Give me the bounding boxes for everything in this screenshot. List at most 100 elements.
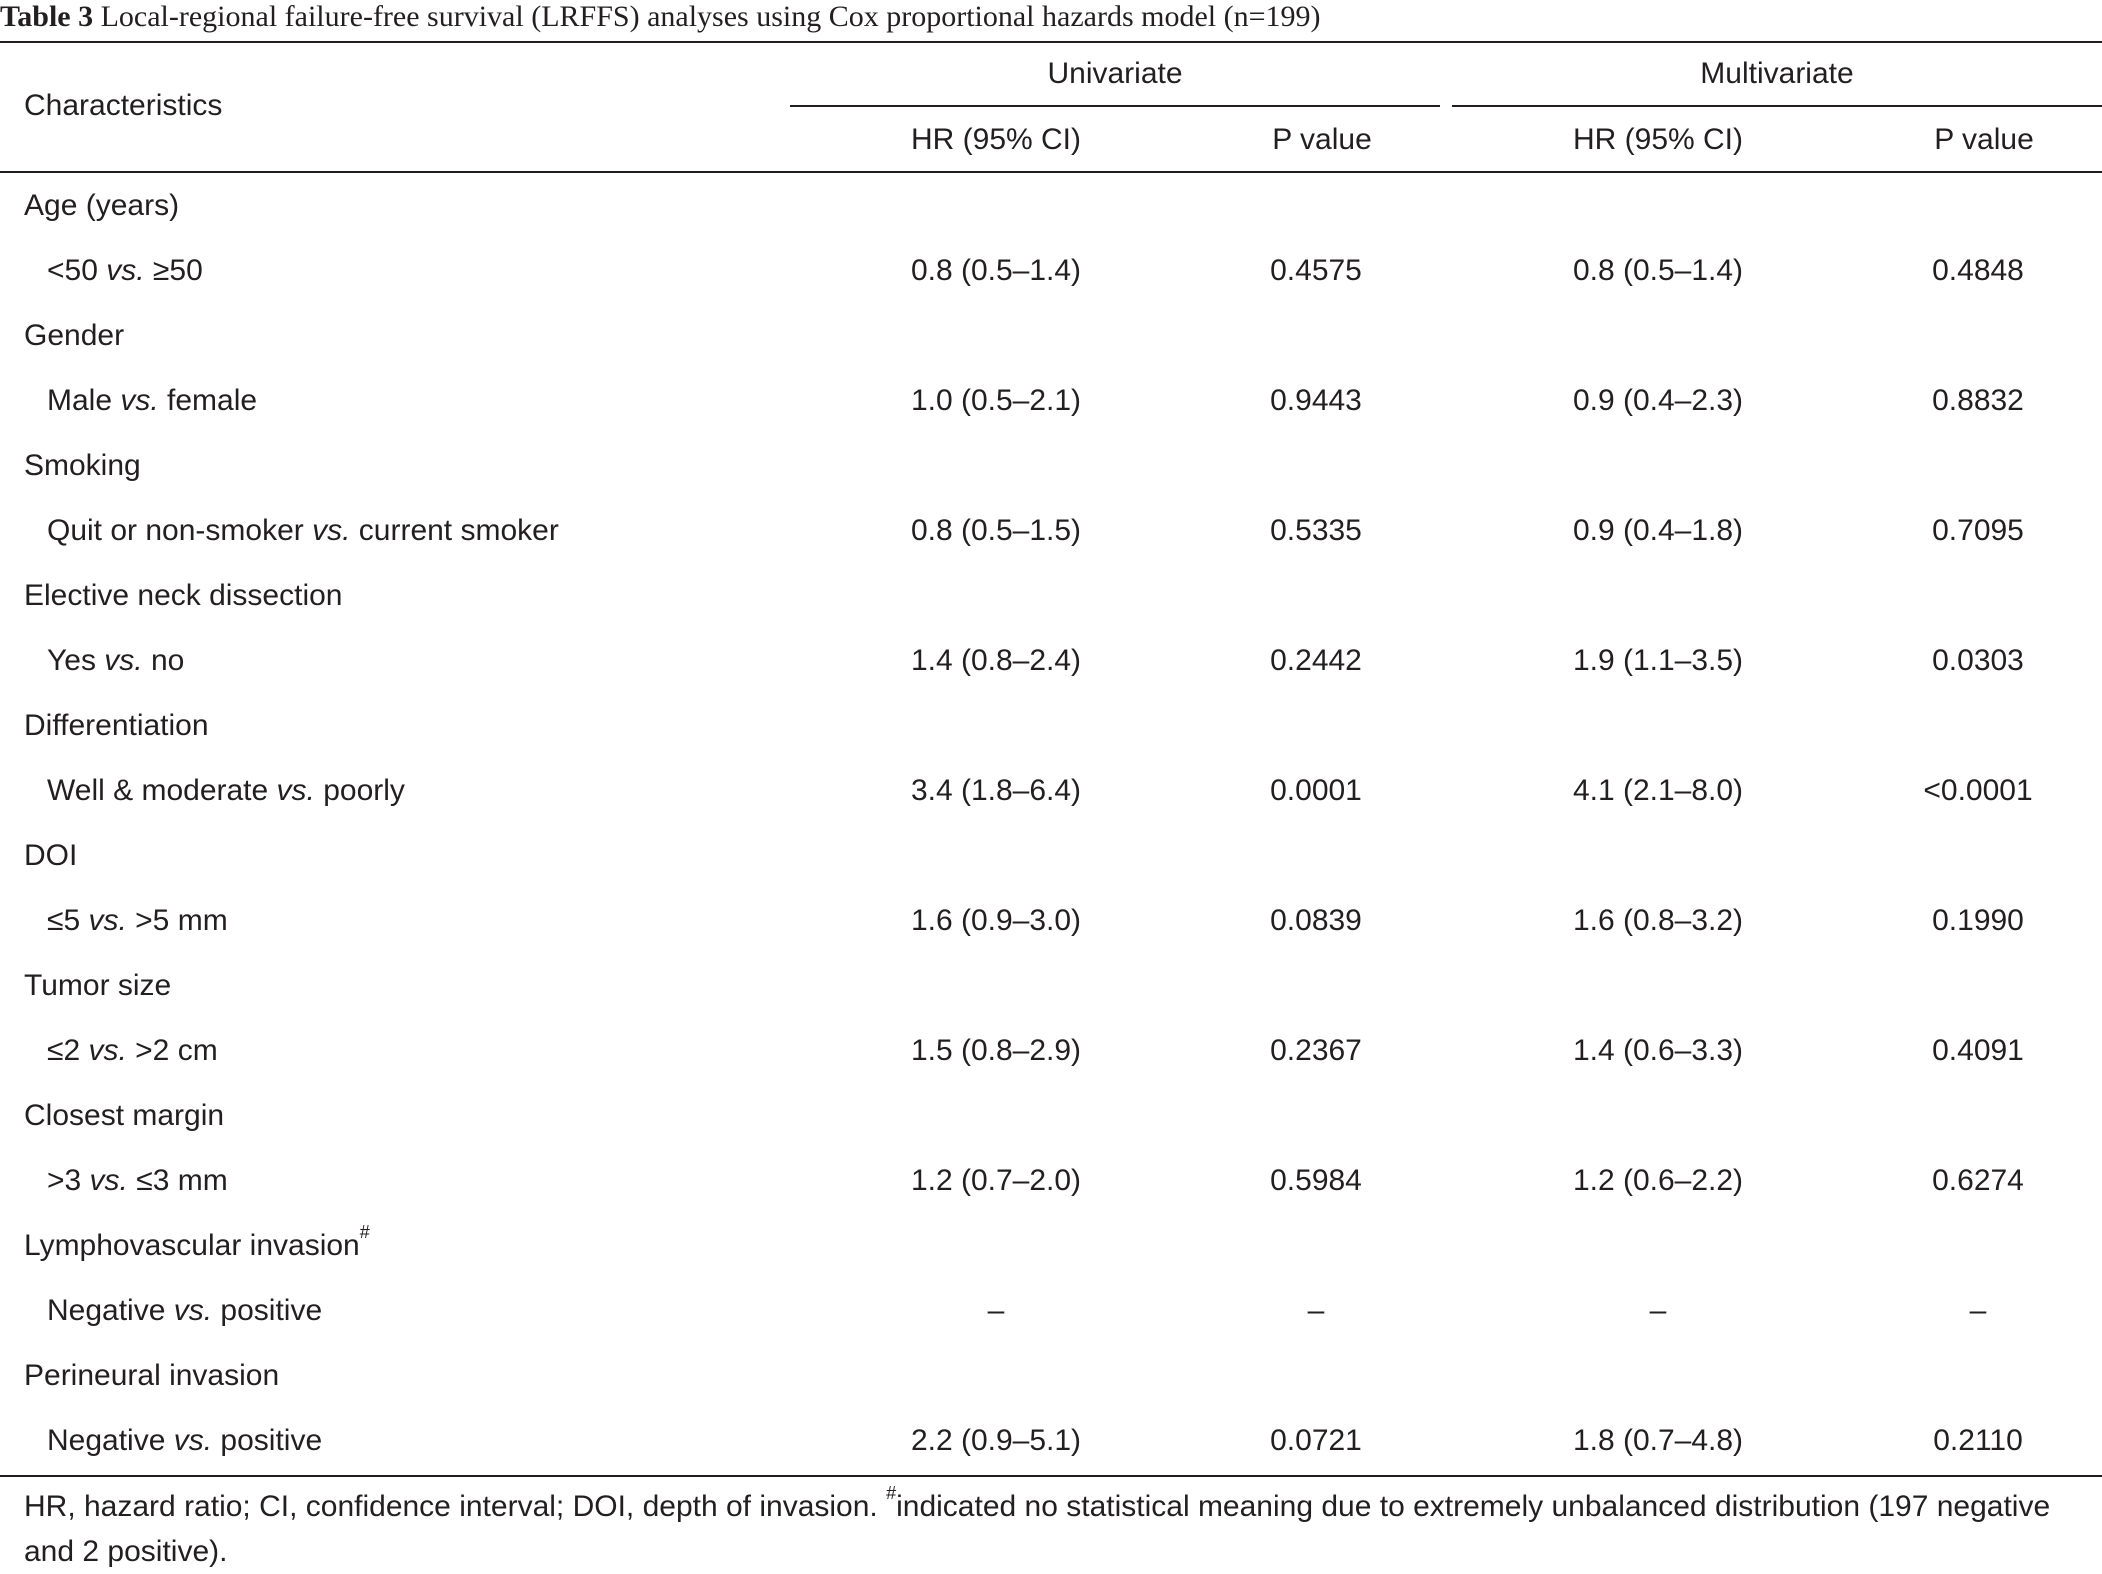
group-label: Elective neck dissection	[24, 563, 343, 628]
group-label: DOI	[24, 823, 77, 888]
comparison-pre: Male	[47, 384, 121, 417]
bottom-rule	[0, 1475, 2102, 1477]
multi-hr-cell: –	[1649, 1294, 1667, 1327]
group-row: Gender	[0, 303, 2102, 368]
table-row: Well & moderate vs. poorly 3.4 (1.8–6.4) 0…	[0, 758, 2102, 823]
comparison-vs: vs.	[89, 1164, 128, 1197]
comparison-pre: Quit or non-smoker	[47, 514, 313, 547]
uni-hr-cell: 1.0 (0.5–2.1)	[910, 384, 1082, 417]
header-univariate: Univariate	[1047, 57, 1183, 90]
group-label-text: DOI	[24, 839, 78, 872]
comparison-post: current smoker	[350, 514, 559, 547]
uni-p-cell: 0.0839	[1270, 904, 1362, 937]
uni-p-cell: 0.2367	[1270, 1034, 1362, 1067]
table-caption: Table 3 Local-regional failure-free surv…	[0, 0, 1321, 40]
group-label-text: Differentiation	[24, 709, 209, 742]
multi-hr-cell: 4.1 (2.1–8.0)	[1572, 774, 1744, 807]
header-rule	[0, 171, 2102, 173]
multi-hr-cell: 1.2 (0.6–2.2)	[1572, 1164, 1744, 1197]
group-label-text: Perineural invasion	[24, 1359, 280, 1392]
group-row: DOI	[0, 823, 2102, 888]
comparison-label: Negative vs. positive	[47, 1278, 322, 1343]
multi-hr-cell: 1.6 (0.8–3.2)	[1572, 904, 1744, 937]
table-row: ≤5 vs. >5 mm 1.6 (0.9–3.0) 0.0839 1.6 (0.8–…	[0, 888, 2102, 953]
uni-hr-cell: 2.2 (0.9–5.1)	[910, 1424, 1082, 1457]
footnote-text-2: indicated no statistical meaning due to …	[24, 1490, 2051, 1568]
group-label: Closest margin	[24, 1083, 224, 1148]
group-row: Tumor size	[0, 953, 2102, 1018]
table-row: >3 vs. ≤3 mm 1.2 (0.7–2.0) 0.5984 1.2 (0.6–…	[0, 1148, 2102, 1213]
group-label: Gender	[24, 303, 124, 368]
comparison-post: female	[158, 384, 258, 417]
comparison-vs: vs.	[312, 514, 351, 547]
multi-p-cell: –	[1969, 1294, 1987, 1327]
comparison-vs: vs.	[173, 1294, 213, 1327]
group-row: Perineural invasion	[0, 1343, 2102, 1408]
comparison-label: Well & moderate vs. poorly	[47, 758, 405, 823]
group-label-text: Tumor size	[24, 969, 172, 1002]
header-uni-hr: HR (95% CI)	[910, 123, 1082, 156]
multi-hr-cell: 1.4 (0.6–3.3)	[1572, 1034, 1744, 1067]
group-label: Perineural invasion	[24, 1343, 279, 1408]
comparison-pre: Negative	[47, 1294, 174, 1327]
group-label: Lymphovascular invasion#	[24, 1213, 370, 1278]
group-row: Differentiation	[0, 693, 2102, 758]
univariate-underline	[790, 105, 1440, 107]
uni-p-cell: 0.5335	[1270, 514, 1362, 547]
comparison-pre: >3	[47, 1164, 90, 1197]
uni-p-cell: 0.0001	[1270, 774, 1362, 807]
group-label: Differentiation	[24, 693, 209, 758]
top-rule	[0, 41, 2102, 43]
comparison-label: Male vs. female	[47, 368, 257, 433]
comparison-label: Negative vs. positive	[47, 1408, 322, 1473]
comparison-vs: vs.	[88, 1034, 127, 1067]
multi-hr-cell: 0.9 (0.4–2.3)	[1572, 384, 1744, 417]
uni-hr-cell: 1.5 (0.8–2.9)	[910, 1034, 1082, 1067]
group-row: Age (years)	[0, 173, 2102, 238]
comparison-pre: Negative	[47, 1424, 174, 1457]
multi-hr-cell: 0.9 (0.4–1.8)	[1572, 514, 1744, 547]
comparison-pre: Well & moderate	[47, 774, 277, 807]
comparison-post: ≥50	[144, 254, 203, 287]
table-row: Quit or non-smoker vs. current smoker 0.8…	[0, 498, 2102, 563]
header-multi-hr: HR (95% CI)	[1572, 123, 1744, 156]
footnote-mark: #	[359, 1222, 370, 1242]
group-label: Tumor size	[24, 953, 171, 1018]
comparison-post: ≤3 mm	[127, 1164, 228, 1197]
comparison-post: positive	[212, 1424, 323, 1457]
uni-hr-cell: 0.8 (0.5–1.5)	[910, 514, 1082, 547]
comparison-label: Yes vs. no	[47, 628, 184, 693]
footnote-mark: #	[886, 1483, 897, 1503]
group-row: Closest margin	[0, 1083, 2102, 1148]
group-label-text: Lymphovascular invasion	[24, 1229, 360, 1262]
comparison-post: positive	[212, 1294, 323, 1327]
comparison-vs: vs.	[104, 644, 143, 677]
comparison-pre: <50	[47, 254, 107, 287]
header-multi-p: P value	[1934, 123, 2034, 156]
group-row: Elective neck dissection	[0, 563, 2102, 628]
uni-p-cell: 0.4575	[1270, 254, 1362, 287]
group-label-text: Age (years)	[24, 189, 180, 222]
header-characteristics: Characteristics	[24, 89, 223, 122]
comparison-post: >5 mm	[126, 904, 228, 937]
comparison-post: >2 cm	[126, 1034, 218, 1067]
footnote-text-1: HR, hazard ratio; CI, confidence interva…	[24, 1490, 887, 1523]
uni-hr-cell: 1.4 (0.8–2.4)	[910, 644, 1082, 677]
multi-hr-cell: 1.8 (0.7–4.8)	[1572, 1424, 1744, 1457]
comparison-label: ≤5 vs. >5 mm	[47, 888, 228, 953]
uni-hr-cell: 0.8 (0.5–1.4)	[910, 254, 1082, 287]
multi-p-cell: 0.0303	[1932, 644, 2024, 677]
comparison-vs: vs.	[276, 774, 315, 807]
comparison-label: <50 vs. ≥50	[47, 238, 203, 303]
group-row: Lymphovascular invasion#	[0, 1213, 2102, 1278]
comparison-pre: ≤2	[47, 1034, 89, 1067]
uni-hr-cell: 3.4 (1.8–6.4)	[910, 774, 1082, 807]
comparison-label: ≤2 vs. >2 cm	[47, 1018, 218, 1083]
group-label-text: Gender	[24, 319, 125, 352]
header-uni-p: P value	[1272, 123, 1372, 156]
table-footnote: HR, hazard ratio; CI, confidence interva…	[24, 1484, 2094, 1574]
comparison-post: poorly	[314, 774, 405, 807]
group-row: Smoking	[0, 433, 2102, 498]
multi-p-cell: 0.4091	[1932, 1034, 2024, 1067]
multivariate-underline	[1452, 105, 2102, 107]
